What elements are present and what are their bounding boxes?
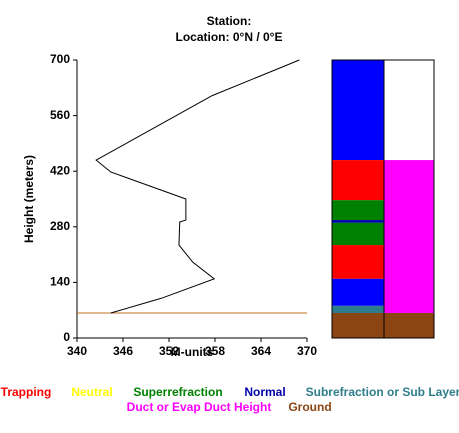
x-tick-label: 370: [297, 344, 317, 358]
chart-subtitle: Location: 0°N / 0°E: [176, 30, 283, 44]
y-tick-label: 700: [50, 52, 70, 66]
layer: [332, 220, 384, 223]
layer: [332, 160, 384, 201]
layer: [384, 60, 434, 161]
layer: [332, 222, 384, 246]
x-tick-label: 352: [159, 344, 179, 358]
layer: [332, 245, 384, 279]
x-tick-label: 364: [251, 344, 271, 358]
legend-entry: Ground: [288, 400, 331, 414]
y-axis-label: Height (meters): [22, 155, 36, 243]
y-tick-label: 280: [50, 219, 70, 233]
legend-entry: Trapping: [1, 385, 52, 399]
x-tick-label: 340: [67, 344, 87, 358]
layer: [332, 60, 384, 161]
legend-entry: Duct or Evap Duct Height: [127, 400, 272, 414]
layer: [384, 312, 434, 338]
layer: [384, 160, 434, 313]
legend-entry: Superrefraction: [133, 385, 222, 399]
x-axis-label: M-units: [171, 345, 214, 359]
y-tick-label: 420: [50, 163, 70, 177]
layer: [332, 278, 384, 306]
layer: [332, 312, 384, 338]
x-tick-label: 346: [113, 344, 133, 358]
y-tick-label: 0: [63, 330, 70, 344]
profile-line: [95, 59, 300, 314]
layer: [332, 200, 384, 221]
y-tick-label: 560: [50, 108, 70, 122]
legend-entry: Subrefraction or Sub Layer: [306, 385, 459, 399]
layer-border: [383, 59, 435, 339]
legend-entry: Normal: [244, 385, 285, 399]
x-tick-label: 358: [205, 344, 225, 358]
layer: [332, 305, 384, 313]
chart-title: Station:: [207, 14, 252, 28]
y-tick-label: 140: [50, 275, 70, 289]
legend-entry: Neutral: [71, 385, 112, 399]
